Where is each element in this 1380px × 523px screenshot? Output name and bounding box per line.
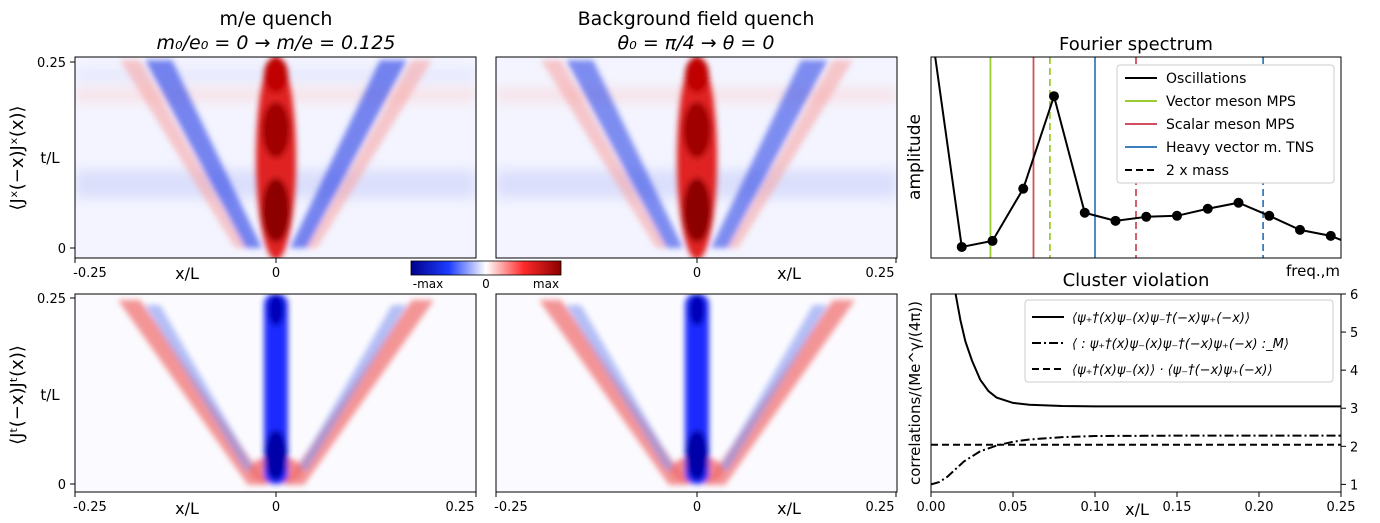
cluster-panel: Cluster violation correlations/(Me^γ/(4π…	[906, 270, 1358, 519]
cluster-xtick-label: 0.05	[999, 500, 1028, 515]
cluster-ytick-label: 1	[1350, 478, 1358, 493]
cluster-series-0	[954, 294, 1341, 408]
h3-t-label: t/L	[40, 386, 60, 404]
fourier-point	[1233, 197, 1244, 208]
fourier-point	[956, 241, 967, 252]
cluster-legend: ⟨ψ₊†(x)ψ₋(x)ψ₋†(−x)ψ₊(−x)⟩ ⟨ : ψ₊†(x)ψ₋(x…	[1024, 299, 1334, 383]
fourier-legend-label-1: Vector meson MPS	[1166, 94, 1296, 110]
cluster-ylabel: correlations/(Me^γ/(4π))	[906, 301, 924, 485]
cluster-xtick-label: 0.25	[1327, 500, 1356, 515]
fourier-legend-label-3: Heavy vector m. TNS	[1166, 140, 1314, 156]
row1-ylabel: ⟨Jˣ(−x)Jˣ(x)⟩	[7, 105, 28, 210]
h1-x-label: x/L	[175, 264, 199, 283]
h3-t-tick-bottom: 0	[58, 478, 66, 493]
cluster-xlabel: x/L	[1125, 500, 1149, 519]
fourier-legend-label-4: 2 x mass	[1166, 163, 1229, 179]
h4-x-label: x/L	[777, 499, 801, 518]
cluster-xtick-label: 0.00	[917, 500, 946, 515]
fourier-panel: Fourier spectrum amplitude freq.,m Oscil…	[905, 34, 1342, 280]
col1-title-line2: m₀/e₀ = 0 → m/e = 0.125	[157, 32, 396, 54]
col2-title-line1: Background field quench	[578, 8, 815, 30]
h4-x-tick-right: 0.25	[866, 500, 895, 515]
fourier-point	[1264, 210, 1275, 221]
heatmap-axes: 0.25 0 t/L -0.25 0 x/L 0 0.25 x/L 0.25 0…	[37, 56, 897, 518]
cluster-ytick-label: 6	[1350, 288, 1358, 303]
fourier-point	[1079, 207, 1090, 218]
h4-x-tick-mid: 0	[693, 500, 701, 515]
fourier-point	[1018, 183, 1029, 194]
h1-x-tick-mid: 0	[272, 266, 280, 281]
fourier-point	[1202, 203, 1213, 214]
cluster-ytick-label: 5	[1350, 326, 1358, 341]
h3-x-tick-right: 0.25	[446, 500, 475, 515]
col1-title-line1: m/e quench	[220, 8, 333, 30]
fourier-point	[1141, 211, 1152, 222]
cluster-ytick-label: 4	[1350, 364, 1358, 379]
cluster-ytick-label: 2	[1350, 440, 1358, 455]
cluster-series-1	[931, 434, 1341, 486]
h1-t-label: t/L	[40, 149, 60, 167]
fourier-point	[1325, 230, 1336, 241]
fourier-point	[1295, 224, 1305, 235]
row2-ylabel: ⟨Jᵗ(−x)Jᵗ(x)⟩	[7, 345, 28, 445]
fourier-point	[1049, 91, 1059, 102]
fourier-point	[1172, 210, 1182, 221]
h3-x-tick-mid: 0	[272, 500, 280, 515]
cluster-ytick-label: 3	[1350, 402, 1358, 417]
cluster-legend-label-1: ⟨ : ψ₊†(x)ψ₋(x)ψ₋†(−x)ψ₊(−x) :_M⟩	[1072, 337, 1289, 352]
h2-x-tick-mid: 0	[693, 266, 701, 281]
h2-x-tick-right: 0.25	[866, 266, 895, 281]
heatmap-2	[495, 56, 898, 259]
colorbar-label-max: max	[533, 277, 559, 291]
h1-t-tick-top: 0.25	[37, 56, 66, 71]
fourier-point	[987, 235, 998, 246]
h3-x-tick-left: -0.25	[73, 500, 107, 515]
colorbar-label-min: -max	[413, 277, 443, 291]
col2-title-line2: θ₀ = π/4 → θ = 0	[618, 32, 775, 54]
fourier-legend: Oscillations Vector meson MPS Scalar meson…	[1116, 64, 1335, 184]
cluster-legend-label-2: ⟨ψ₊†(x)ψ₋(x)⟩ · ⟨ψ₋†(−x)ψ₊(−x)⟩	[1072, 363, 1273, 378]
fourier-ylabel: amplitude	[905, 114, 925, 200]
fourier-legend-label-0: Oscillations	[1166, 71, 1246, 87]
cluster-legend-label-0: ⟨ψ₊†(x)ψ₋(x)ψ₋†(−x)ψ₊(−x)⟩	[1072, 311, 1250, 326]
colorbar-label-zero: 0	[482, 277, 490, 291]
cluster-xtick-label: 0.10	[1081, 500, 1110, 515]
h1-x-tick-left: -0.25	[73, 266, 107, 281]
heatmap-3	[74, 293, 477, 493]
cluster-xtick-label: 0.20	[1245, 500, 1274, 515]
fourier-legend-label-2: Scalar meson MPS	[1166, 117, 1295, 133]
fourier-xlabel: freq.,m	[1286, 262, 1340, 280]
cluster-title: Cluster violation	[1063, 270, 1210, 291]
cluster-xtick-label: 0.15	[1163, 500, 1192, 515]
h2-x-label: x/L	[777, 264, 801, 283]
heatmap-4	[495, 293, 898, 493]
fourier-point	[1110, 215, 1121, 226]
h1-t-tick-bottom: 0	[58, 242, 66, 257]
colorbar: -max 0 max	[410, 260, 562, 291]
h4-x-tick-left: -0.25	[494, 500, 528, 515]
fourier-title: Fourier spectrum	[1059, 34, 1213, 55]
colorbar-gradient	[410, 260, 562, 276]
h3-x-label: x/L	[175, 499, 199, 518]
heatmap-1	[74, 56, 477, 259]
h3-t-tick-top: 0.25	[37, 292, 66, 307]
